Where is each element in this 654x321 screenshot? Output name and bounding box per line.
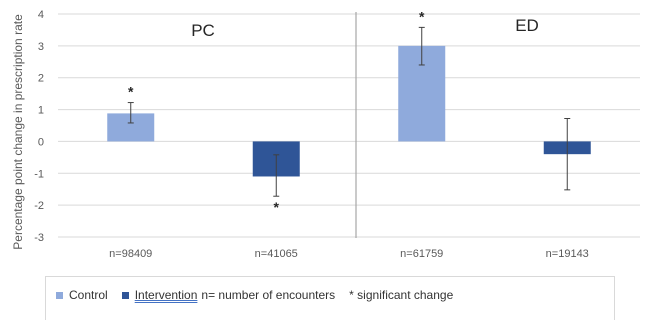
category-label: n=41065 <box>255 248 298 260</box>
y-axis-label: Percentage point change in prescription … <box>11 14 25 250</box>
intervention-swatch-icon <box>121 291 129 299</box>
legend-item-intervention: Intervention n= number of encounters <box>121 288 336 302</box>
legend-significance-note: * significant change <box>349 288 454 302</box>
legend-row: Control Intervention n= number of encoun… <box>56 288 467 302</box>
legend-intervention-label: Intervention <box>134 288 198 302</box>
category-labels: n=98409 n=41065 n=61759 n=19143 <box>109 248 589 260</box>
significance-star: * <box>274 199 280 215</box>
panel-label-ed: ED <box>515 16 539 35</box>
error-bars <box>127 26 571 197</box>
y-tick-label: 1 <box>38 105 44 117</box>
y-tick-label: -1 <box>34 168 44 180</box>
y-tick-label: 2 <box>38 73 44 85</box>
legend-control-label: Control <box>69 288 108 302</box>
y-tick-label: 4 <box>38 9 44 21</box>
category-label: n=61759 <box>400 248 443 260</box>
y-tick-label: -2 <box>34 200 44 212</box>
control-swatch-icon <box>56 291 63 299</box>
significance-markers: * * * <box>128 8 425 215</box>
legend-note: n= number of encounters <box>201 288 336 302</box>
category-label: n=98409 <box>109 248 152 260</box>
category-label: n=19143 <box>546 248 589 260</box>
gridlines <box>58 13 640 238</box>
y-tick-label: 3 <box>38 41 44 53</box>
legend-item-significance: * significant change <box>349 288 453 302</box>
legend: Control Intervention n= number of encoun… <box>45 276 615 320</box>
y-tick-labels: 4 3 2 1 0 -1 -2 -3 <box>34 9 44 244</box>
y-tick-label: -3 <box>34 232 44 244</box>
significance-star: * <box>128 84 134 100</box>
panel-label-pc: PC <box>191 21 215 40</box>
bars <box>107 45 591 177</box>
y-tick-label: 0 <box>38 136 44 148</box>
significance-star: * <box>419 8 425 24</box>
legend-item-control: Control <box>56 288 108 302</box>
